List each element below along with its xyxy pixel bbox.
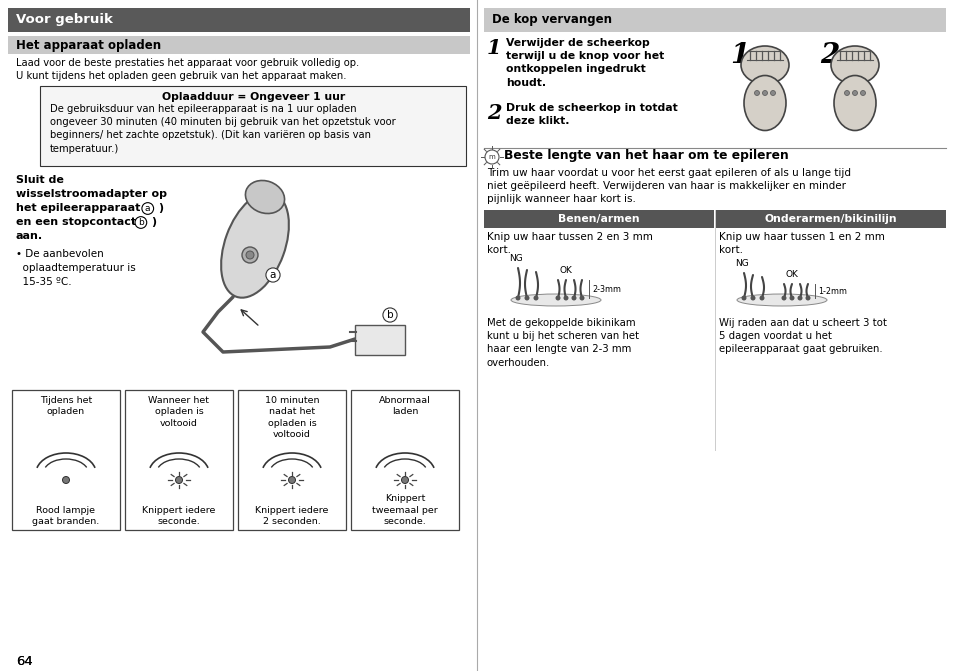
FancyBboxPatch shape	[125, 390, 233, 530]
Text: a: a	[270, 270, 276, 280]
Text: Knippert iedere
2 seconden.: Knippert iedere 2 seconden.	[255, 505, 329, 526]
Text: Trim uw haar voordat u voor het eerst gaat epileren of als u lange tijd
niet geë: Trim uw haar voordat u voor het eerst ga…	[486, 168, 850, 205]
Text: 2: 2	[820, 42, 839, 69]
Circle shape	[797, 295, 801, 301]
FancyBboxPatch shape	[351, 390, 458, 530]
Text: aan.: aan.	[16, 231, 43, 241]
Text: ): )	[158, 203, 163, 213]
Text: 64: 64	[16, 655, 32, 668]
Text: 2: 2	[486, 103, 501, 123]
Text: b: b	[138, 218, 144, 227]
Text: • De aanbevolen
  oplaadtemperatuur is
  15-35 ºC.: • De aanbevolen oplaadtemperatuur is 15-…	[16, 249, 135, 287]
Circle shape	[804, 295, 810, 301]
Circle shape	[288, 476, 295, 484]
Text: Benen/armen: Benen/armen	[558, 214, 639, 224]
Text: NG: NG	[735, 259, 748, 268]
Circle shape	[533, 295, 537, 301]
FancyBboxPatch shape	[355, 325, 405, 355]
Text: Wanneer het
opladen is
voltooid: Wanneer het opladen is voltooid	[149, 396, 210, 428]
Text: Voor gebruik: Voor gebruik	[16, 13, 112, 26]
Text: Onderarmen/bikinilijn: Onderarmen/bikinilijn	[764, 214, 897, 224]
Ellipse shape	[830, 46, 878, 84]
Text: Knippert
tweemaal per
seconde.: Knippert tweemaal per seconde.	[372, 494, 437, 526]
Ellipse shape	[737, 294, 826, 306]
Text: 1: 1	[486, 38, 501, 58]
Ellipse shape	[245, 180, 284, 213]
Circle shape	[63, 476, 70, 484]
FancyBboxPatch shape	[8, 8, 470, 32]
Text: Knip uw haar tussen 1 en 2 mm
kort.: Knip uw haar tussen 1 en 2 mm kort.	[719, 232, 884, 255]
Circle shape	[484, 150, 498, 164]
Circle shape	[175, 476, 182, 484]
Text: 64: 64	[16, 655, 32, 668]
Circle shape	[789, 295, 794, 301]
Text: en een stopcontact (: en een stopcontact (	[16, 217, 145, 227]
Circle shape	[761, 91, 767, 95]
Text: het epileerapparaat (: het epileerapparaat (	[16, 203, 150, 213]
Text: 1-2mm: 1-2mm	[817, 287, 846, 295]
Circle shape	[860, 91, 864, 95]
Text: Sluit de: Sluit de	[16, 175, 64, 185]
Text: Knippert iedere
seconde.: Knippert iedere seconde.	[142, 505, 215, 526]
Circle shape	[563, 295, 568, 301]
Circle shape	[754, 91, 759, 95]
Text: Met de gekoppelde bikinikam
kunt u bij het scheren van het
haar een lengte van 2: Met de gekoppelde bikinikam kunt u bij h…	[486, 318, 639, 368]
Text: 10 minuten
nadat het
opladen is
voltooid: 10 minuten nadat het opladen is voltooid	[265, 396, 319, 440]
Circle shape	[246, 251, 253, 259]
Text: Abnormaal
laden: Abnormaal laden	[378, 396, 431, 417]
FancyBboxPatch shape	[483, 8, 945, 32]
Circle shape	[759, 295, 763, 301]
Text: OK: OK	[784, 270, 798, 279]
FancyBboxPatch shape	[12, 390, 120, 530]
Text: Knip uw haar tussen 2 en 3 mm
kort.: Knip uw haar tussen 2 en 3 mm kort.	[486, 232, 652, 255]
Ellipse shape	[221, 193, 289, 298]
Text: b: b	[386, 310, 393, 320]
Circle shape	[578, 295, 584, 301]
Circle shape	[740, 295, 745, 301]
Text: 2-3mm: 2-3mm	[592, 285, 620, 293]
Text: wisselstroomadapter op: wisselstroomadapter op	[16, 189, 167, 199]
Text: Oplaadduur = Ongeveer 1 uur: Oplaadduur = Ongeveer 1 uur	[162, 92, 345, 102]
Text: Wij raden aan dat u scheert 3 tot
5 dagen voordat u het
epileerapparaat gaat geb: Wij raden aan dat u scheert 3 tot 5 dage…	[719, 318, 886, 354]
Circle shape	[524, 295, 529, 301]
Text: OK: OK	[559, 266, 572, 275]
Text: Druk de scheerkop in totdat
deze klikt.: Druk de scheerkop in totdat deze klikt.	[505, 103, 677, 126]
FancyBboxPatch shape	[716, 210, 945, 228]
FancyBboxPatch shape	[8, 36, 470, 54]
Ellipse shape	[833, 76, 875, 130]
Circle shape	[242, 247, 257, 263]
Circle shape	[781, 295, 785, 301]
Text: Tijdens het
opladen: Tijdens het opladen	[40, 396, 92, 417]
FancyBboxPatch shape	[40, 86, 465, 166]
Text: 1: 1	[729, 42, 748, 69]
Circle shape	[555, 295, 560, 301]
Circle shape	[571, 295, 576, 301]
Ellipse shape	[740, 46, 788, 84]
Text: De gebruiksduur van het epileerapparaat is na 1 uur opladen
ongeveer 30 minuten : De gebruiksduur van het epileerapparaat …	[50, 104, 395, 154]
Text: m: m	[488, 154, 495, 160]
Circle shape	[770, 91, 775, 95]
Ellipse shape	[743, 76, 785, 130]
Text: Beste lengte van het haar om te epileren: Beste lengte van het haar om te epileren	[503, 149, 788, 162]
Circle shape	[852, 91, 857, 95]
Text: De kop vervangen: De kop vervangen	[492, 13, 612, 26]
Circle shape	[843, 91, 848, 95]
Text: Verwijder de scheerkop
terwijl u de knop voor het
ontkoppelen ingedrukt
houdt.: Verwijder de scheerkop terwijl u de knop…	[505, 38, 663, 88]
Text: Laad voor de beste prestaties het apparaat voor gebruik volledig op.
U kunt tijd: Laad voor de beste prestaties het appara…	[16, 58, 359, 81]
Circle shape	[515, 295, 520, 301]
Text: Rood lampje
gaat branden.: Rood lampje gaat branden.	[32, 505, 99, 526]
Circle shape	[750, 295, 755, 301]
Text: a: a	[145, 204, 151, 213]
Text: NG: NG	[509, 254, 522, 263]
Circle shape	[401, 476, 408, 484]
Text: Het apparaat opladen: Het apparaat opladen	[16, 38, 161, 52]
FancyBboxPatch shape	[483, 210, 713, 228]
Ellipse shape	[511, 294, 600, 306]
Text: ): )	[151, 217, 156, 227]
FancyBboxPatch shape	[237, 390, 346, 530]
